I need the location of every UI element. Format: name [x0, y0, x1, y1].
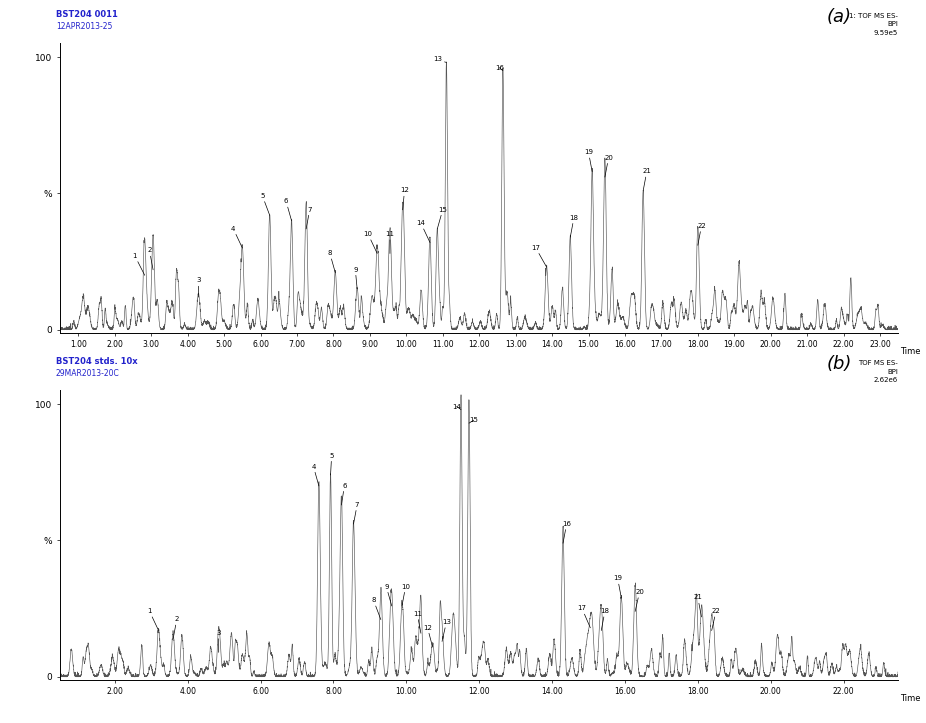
Text: 11: 11: [385, 231, 394, 254]
Text: 11: 11: [413, 611, 421, 633]
Text: 19: 19: [613, 576, 622, 598]
Text: 16: 16: [494, 64, 504, 71]
Text: 17: 17: [532, 244, 546, 267]
Text: 22: 22: [697, 223, 706, 245]
Text: (a): (a): [827, 8, 852, 26]
Text: Time: Time: [900, 694, 920, 703]
Text: 18: 18: [600, 608, 609, 630]
Text: 13: 13: [432, 56, 446, 62]
Text: 12: 12: [400, 187, 409, 210]
Text: Time: Time: [900, 347, 920, 356]
Text: 9: 9: [384, 583, 392, 606]
Text: 21: 21: [643, 168, 651, 191]
Text: BST204 0011: BST204 0011: [56, 10, 118, 19]
Text: 16: 16: [562, 521, 571, 543]
Text: TOF MS ES-: TOF MS ES-: [858, 360, 898, 366]
Text: 15: 15: [437, 207, 447, 229]
Text: 3: 3: [196, 278, 201, 297]
Text: 7: 7: [307, 207, 312, 229]
Text: 7: 7: [354, 502, 359, 524]
Text: 29MAR2013-20C: 29MAR2013-20C: [56, 369, 119, 378]
Text: (b): (b): [827, 355, 852, 373]
Text: 5: 5: [260, 193, 269, 215]
Text: BPI: BPI: [887, 22, 898, 27]
Text: 2: 2: [147, 247, 153, 270]
Text: BPI: BPI: [887, 369, 898, 375]
Text: 6: 6: [342, 483, 346, 505]
Text: 22: 22: [712, 608, 720, 630]
Text: 4: 4: [311, 463, 319, 486]
Text: 3: 3: [217, 630, 221, 652]
Text: 18: 18: [569, 215, 579, 237]
Text: 4: 4: [232, 226, 243, 248]
Text: 1: TOF MS ES-: 1: TOF MS ES-: [849, 13, 898, 19]
Text: BST204 stds. 10x: BST204 stds. 10x: [56, 357, 138, 366]
Text: 9.59e5: 9.59e5: [874, 30, 898, 36]
Text: 8: 8: [371, 597, 381, 620]
Text: 8: 8: [328, 250, 335, 273]
Text: 21: 21: [694, 594, 702, 617]
Text: 10: 10: [401, 583, 410, 606]
Text: 14: 14: [417, 221, 430, 242]
Text: 19: 19: [584, 149, 593, 171]
Text: 2.62e6: 2.62e6: [874, 377, 898, 383]
Text: 14: 14: [452, 403, 461, 409]
Text: 20: 20: [604, 155, 613, 177]
Text: 12APR2013-25: 12APR2013-25: [56, 22, 112, 31]
Text: 5: 5: [330, 453, 334, 475]
Text: 6: 6: [284, 198, 292, 221]
Text: 1: 1: [132, 253, 144, 275]
Text: 9: 9: [353, 267, 357, 289]
Text: 10: 10: [364, 231, 377, 254]
Text: 17: 17: [578, 605, 591, 628]
Text: 20: 20: [635, 589, 644, 612]
Text: 12: 12: [423, 625, 432, 647]
Text: 13: 13: [442, 619, 451, 641]
Text: 15: 15: [469, 417, 478, 423]
Text: 1: 1: [147, 608, 158, 630]
Text: 2: 2: [173, 616, 179, 638]
